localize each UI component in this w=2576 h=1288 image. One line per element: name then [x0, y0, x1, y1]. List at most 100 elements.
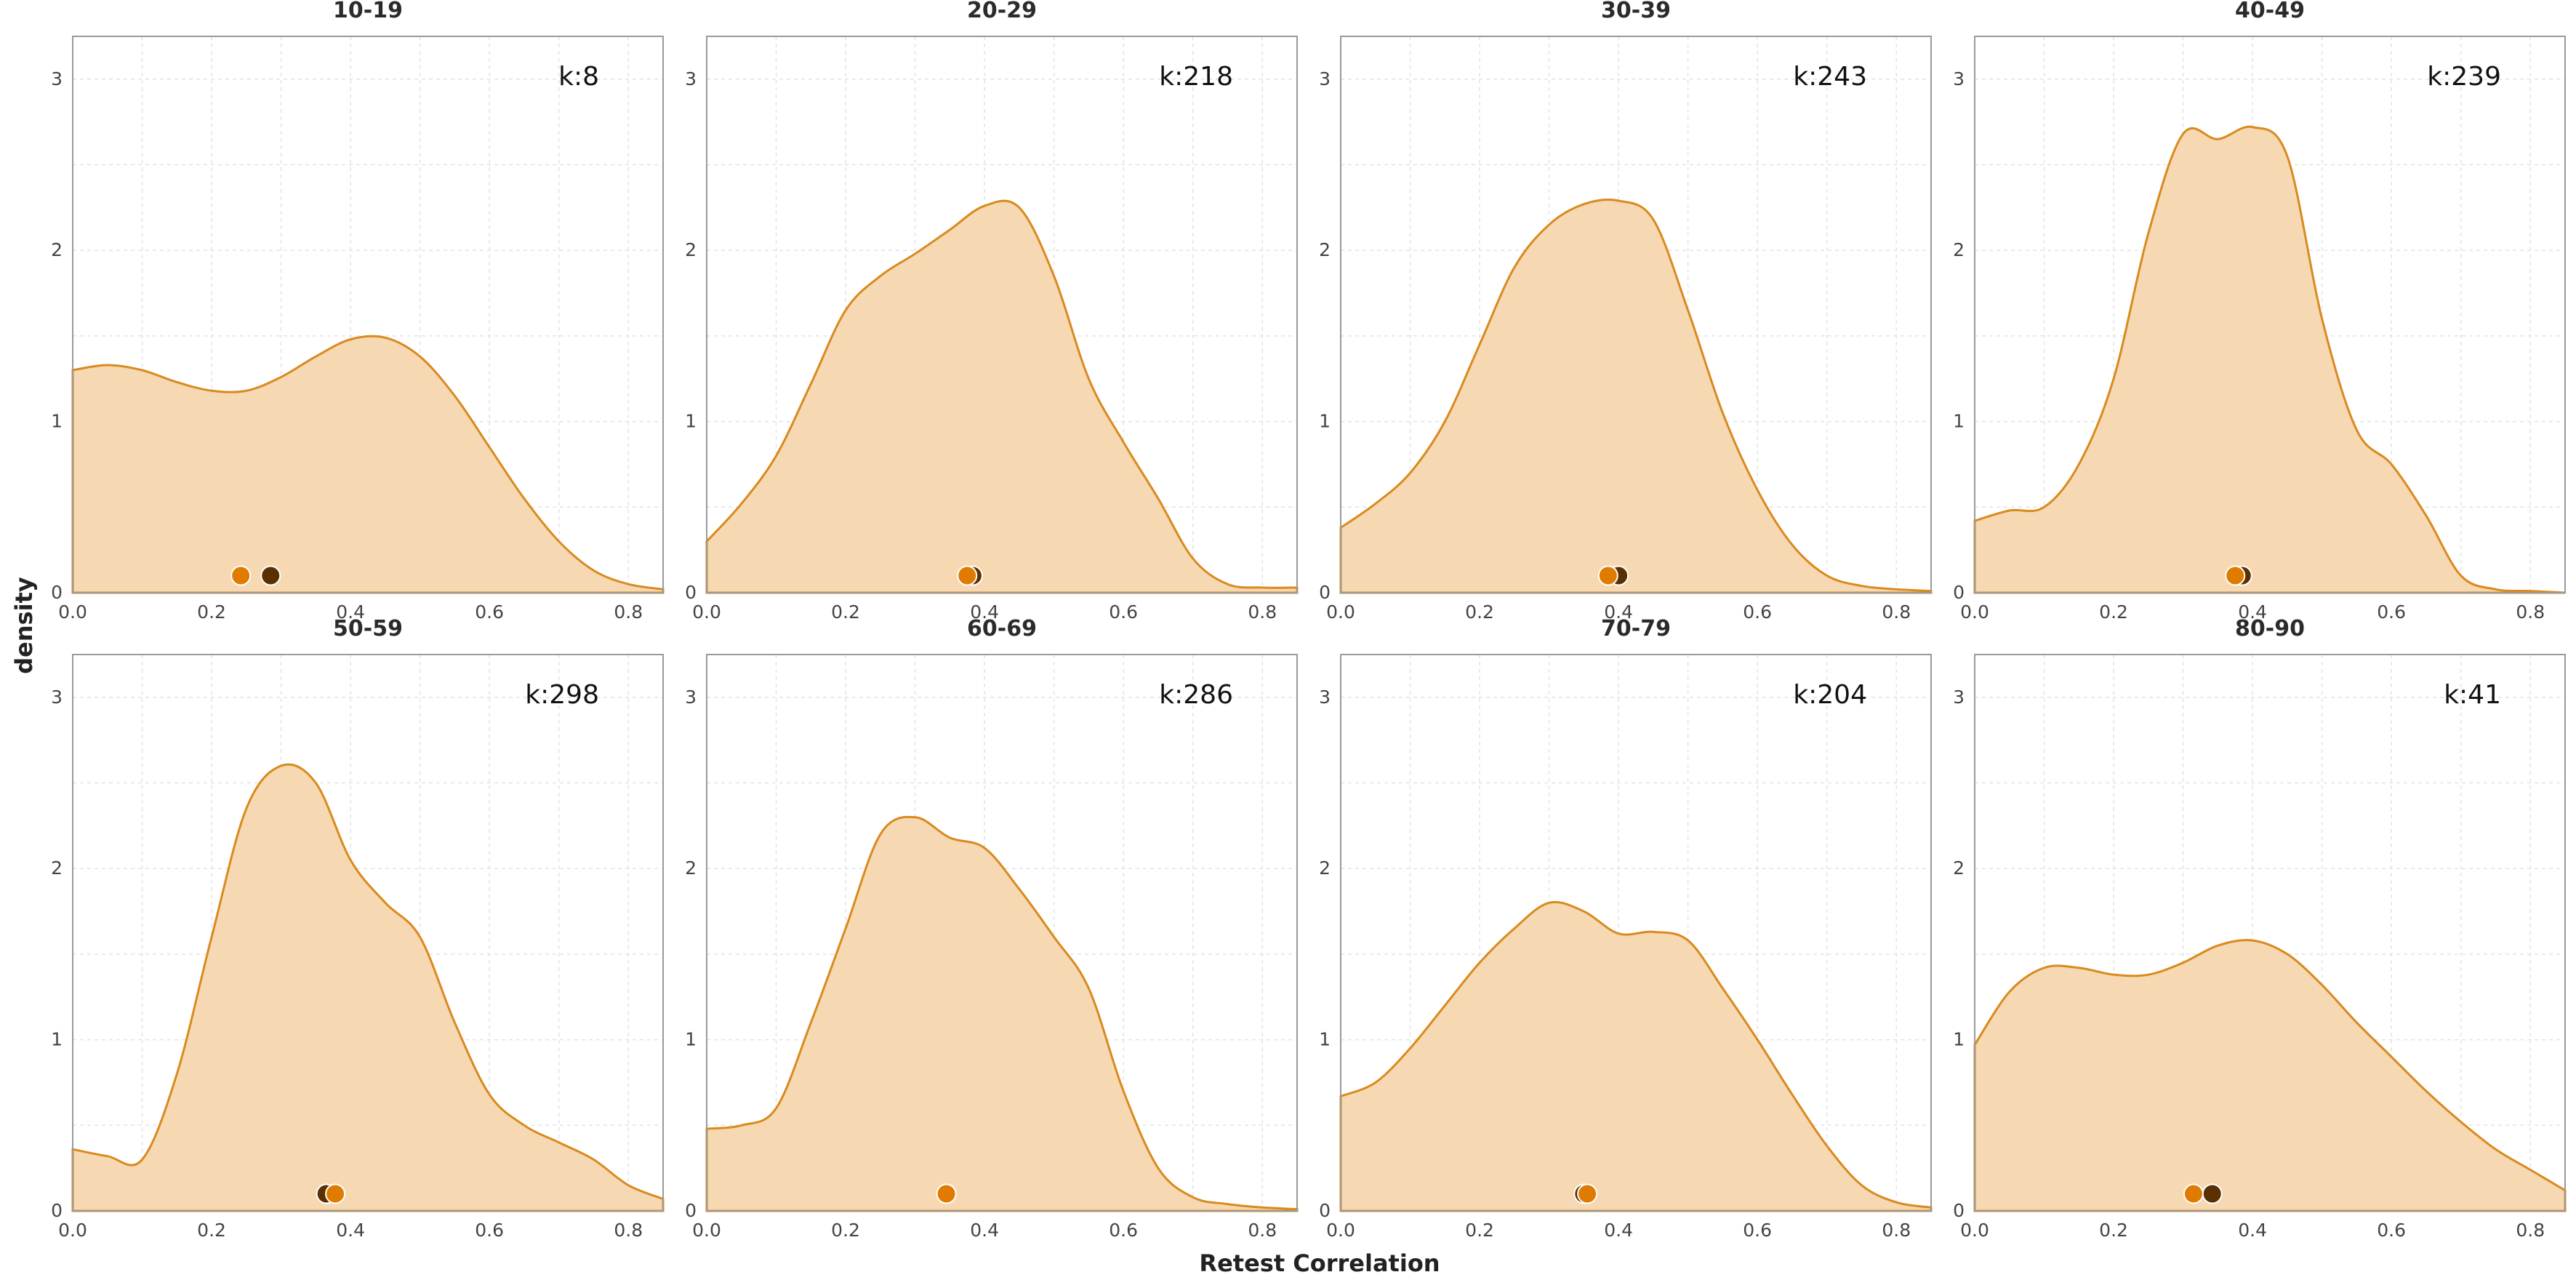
k-label: k:298: [525, 680, 599, 710]
k-label: k:8: [558, 62, 599, 92]
panel-70-79: 70-79 k:204 0 1 2 3 0.0 0.2 0.4 0.6 0.8: [1319, 616, 1933, 1241]
y-tick-label: 1: [685, 411, 697, 432]
y-tick-label: 1: [51, 411, 63, 432]
x-tick-label: 0.2: [1465, 1220, 1494, 1241]
y-tick-label: 3: [1953, 68, 1965, 89]
panel-title: 70-79: [1601, 616, 1671, 641]
panel-frame: [706, 654, 1298, 1212]
panel-frame: [1974, 654, 2566, 1212]
y-tick-label: 2: [51, 239, 63, 260]
k-label: k:218: [1159, 62, 1233, 92]
x-tick-label: 0.0: [1326, 1220, 1355, 1241]
panel-20-29: 20-29 k:218 0 1 2 3 0.0 0.2 0.4 0.6 0.8: [685, 0, 1299, 623]
panel-10-19: 10-19 k:8 0 1 2 3 0.0 0.2 0.4 0.6 0.8: [51, 0, 665, 623]
y-tick-label: 0: [1319, 1200, 1331, 1221]
panel-frame: [706, 36, 1298, 593]
mean-point-light: [957, 565, 978, 586]
k-label: k:204: [1793, 680, 1867, 710]
x-tick-label: 0.2: [197, 601, 226, 623]
x-tick-label: 0.2: [831, 1220, 860, 1241]
k-label: k:286: [1159, 680, 1233, 710]
y-tick-label: 2: [685, 239, 697, 260]
panel-frame: [72, 36, 664, 593]
panel-80-90: 80-90 k:41 0 1 2 3 0.0 0.2 0.4 0.6 0.8: [1953, 616, 2567, 1241]
x-tick-label: 0.0: [692, 1220, 721, 1241]
y-tick-label: 1: [1319, 1029, 1331, 1050]
x-tick-label: 0.2: [2099, 1220, 2128, 1241]
x-tick-label: 0.4: [2238, 1220, 2267, 1241]
x-tick-label: 0.6: [1743, 1220, 1772, 1241]
x-tick-label: 0.6: [2377, 601, 2406, 623]
density-area: [71, 335, 665, 594]
mean-point-light: [936, 1183, 957, 1204]
mean-point-light: [1577, 1183, 1598, 1204]
mean-point-light: [2183, 1183, 2204, 1204]
density-area: [705, 199, 1299, 594]
y-tick-label: 3: [685, 68, 697, 89]
y-tick-label: 0: [1953, 582, 1965, 603]
mean-point-light: [230, 565, 252, 586]
density-area: [1339, 900, 1933, 1212]
y-tick-label: 2: [51, 857, 63, 879]
y-tick-label: 0: [51, 1200, 63, 1221]
x-tick-label: 0.2: [2099, 601, 2128, 623]
panel-title: 40-49: [2235, 0, 2305, 23]
y-tick-label: 2: [1953, 239, 1965, 260]
x-tick-label: 0.0: [692, 601, 721, 623]
x-tick-label: 0.8: [614, 1220, 643, 1241]
panel-title: 10-19: [333, 0, 403, 23]
mean-point-light: [325, 1183, 346, 1204]
x-tick-label: 0.8: [2516, 601, 2545, 623]
x-tick-label: 0.0: [1326, 601, 1355, 623]
y-tick-label: 2: [685, 857, 697, 879]
x-tick-label: 0.2: [197, 1220, 226, 1241]
x-tick-label: 0.8: [1882, 601, 1911, 623]
x-tick-label: 0.6: [475, 601, 504, 623]
x-tick-label: 0.6: [475, 1220, 504, 1241]
y-tick-label: 0: [1953, 1200, 1965, 1221]
x-tick-label: 0.4: [1604, 1220, 1633, 1241]
y-tick-label: 3: [1953, 687, 1965, 708]
panel-frame: [72, 654, 664, 1212]
x-tick-label: 0.0: [1960, 601, 1989, 623]
x-tick-label: 0.0: [58, 1220, 87, 1241]
x-tick-label: 0.8: [1248, 1220, 1277, 1241]
y-tick-label: 0: [1319, 582, 1331, 603]
density-area: [705, 815, 1299, 1212]
y-tick-label: 1: [51, 1029, 63, 1050]
x-tick-label: 0.4: [336, 601, 365, 623]
x-tick-label: 0.6: [1109, 601, 1138, 623]
k-label: k:239: [2427, 62, 2501, 92]
y-tick-label: 2: [1953, 857, 1965, 879]
y-tick-label: 3: [51, 68, 63, 89]
y-tick-label: 2: [1319, 239, 1331, 260]
x-tick-label: 0.2: [831, 601, 860, 623]
y-axis-title: density: [10, 577, 38, 674]
y-tick-label: 1: [1953, 411, 1965, 432]
x-tick-label: 0.0: [58, 601, 87, 623]
y-tick-label: 2: [1319, 857, 1331, 879]
mean-point-light: [2225, 565, 2246, 586]
x-tick-label: 0.8: [614, 601, 643, 623]
y-tick-label: 3: [1319, 687, 1331, 708]
x-tick-label: 0.4: [970, 601, 999, 623]
y-tick-label: 1: [685, 1029, 697, 1050]
x-axis-title: Retest Correlation: [1199, 1249, 1440, 1277]
density-area: [1973, 939, 2567, 1212]
x-tick-label: 0.8: [1882, 1220, 1911, 1241]
y-tick-label: 0: [685, 1200, 697, 1221]
panel-50-59: 50-59 k:298 0 1 2 3 0.0 0.2 0.4 0.6 0.8: [51, 616, 665, 1241]
panel-60-69: 60-69 k:286 0 1 2 3 0.0 0.2 0.4 0.6 0.8: [685, 616, 1299, 1241]
x-tick-label: 0.4: [970, 1220, 999, 1241]
y-tick-label: 3: [1319, 68, 1331, 89]
x-tick-label: 0.8: [1248, 601, 1277, 623]
x-tick-label: 0.2: [1465, 601, 1494, 623]
y-tick-label: 1: [1953, 1029, 1965, 1050]
x-tick-label: 0.4: [1604, 601, 1633, 623]
k-label: k:41: [2444, 680, 2501, 710]
mean-point-dark: [260, 565, 281, 586]
panel-frame: [1340, 654, 1932, 1212]
mean-point-light: [1597, 565, 1618, 586]
